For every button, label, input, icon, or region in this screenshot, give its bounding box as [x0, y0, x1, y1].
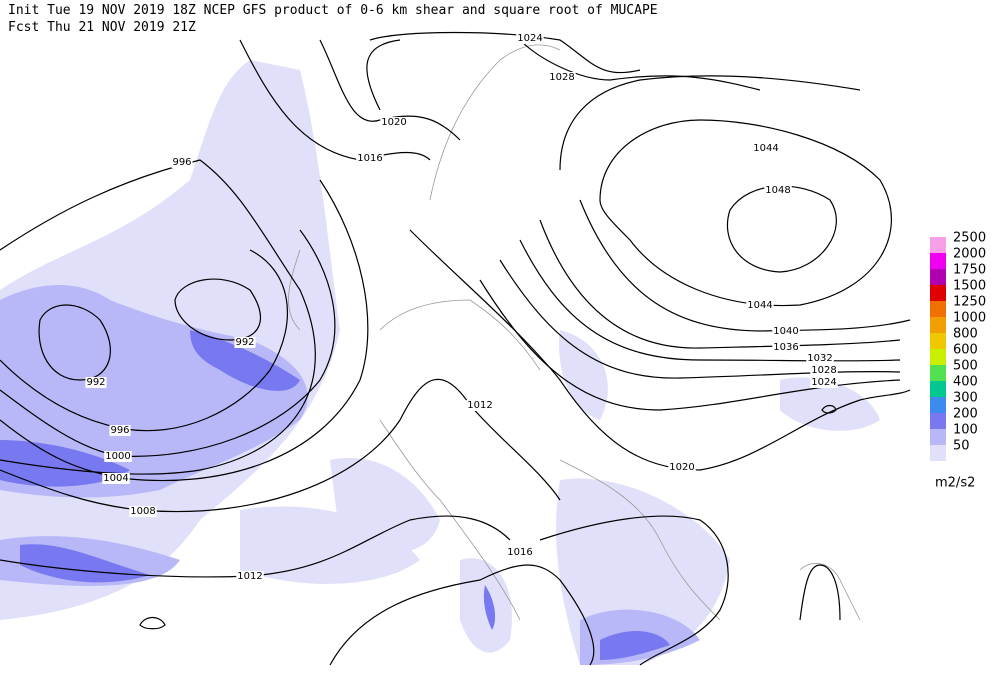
isobar-labels: 1024 1028 1020 1016 996 992 992 996 1000…: [85, 33, 838, 582]
isobar-label: 1024: [517, 33, 542, 44]
legend-label: 1250: [953, 295, 986, 310]
label-bg: [356, 153, 384, 164]
isobar-label: 1024: [811, 377, 836, 388]
shading: [0, 60, 880, 665]
legend-label: 1750: [953, 263, 986, 278]
isobar-label: 992: [86, 377, 105, 388]
label-bg: [772, 342, 800, 353]
legend-swatch: [930, 445, 946, 461]
legend-swatch: [930, 429, 946, 445]
isobar-label: 1044: [747, 300, 772, 311]
header-line: Fcst Thu 21 NOV 2019 21Z: [8, 20, 196, 35]
label-bg: [810, 365, 838, 376]
isobar-label: 1012: [237, 571, 262, 582]
label-bg: [85, 377, 107, 388]
legend-swatch: [930, 317, 946, 333]
label-bg: [171, 157, 193, 168]
isobar-label: 992: [235, 337, 254, 348]
isobar-label: 1016: [357, 153, 382, 164]
header-line: Init Tue 19 NOV 2019 18Z NCEP GFS produc…: [8, 3, 658, 18]
isobar-label: 1016: [507, 547, 532, 558]
label-bg: [772, 326, 800, 337]
label-bg: [806, 353, 834, 364]
legend-label: 500: [953, 359, 978, 374]
isobar-label: 1020: [381, 117, 406, 128]
legend-label: 2000: [953, 247, 986, 262]
legend-swatch: [930, 333, 946, 349]
isobar-label: 1028: [549, 72, 574, 83]
legend-swatch: [930, 253, 946, 269]
legend-label: 400: [953, 375, 978, 390]
isobar-label: 996: [110, 425, 129, 436]
legend-swatch: [930, 397, 946, 413]
legend-swatch: [930, 269, 946, 285]
legend-label: 50: [953, 439, 970, 454]
isobar-label: 1032: [807, 353, 832, 364]
legend: 2500200017501500125010008006005004003002…: [930, 231, 986, 461]
isobar-label: 1040: [773, 326, 798, 337]
legend-swatch: [930, 365, 946, 381]
label-bg: [506, 547, 534, 558]
isobar-label: 1000: [105, 451, 130, 462]
legend-label: 800: [953, 327, 978, 342]
legend-label: 300: [953, 391, 978, 406]
isobar-label: 1012: [467, 400, 492, 411]
isobar-label: 1008: [130, 506, 155, 517]
isobar-label: 1020: [669, 462, 694, 473]
legend-label: 2500: [953, 231, 986, 246]
label-bg: [380, 117, 408, 128]
legend-label: 100: [953, 423, 978, 438]
legend-label: 600: [953, 343, 978, 358]
isobar-label: 1036: [773, 342, 798, 353]
label-bg: [752, 143, 780, 154]
label-bg: [810, 377, 838, 388]
legend-swatch: [930, 413, 946, 429]
label-bg: [764, 185, 792, 196]
label-bg: [234, 337, 256, 348]
isobar-label: 1028: [811, 365, 836, 376]
label-bg: [466, 400, 494, 411]
label-bg: [746, 300, 774, 311]
isobar-label: 1004: [103, 473, 128, 484]
legend-label: 200: [953, 407, 978, 422]
legend-swatch: [930, 285, 946, 301]
legend-unit: m2/s2: [935, 476, 975, 491]
isobar-label: 1044: [753, 143, 778, 154]
legend-swatch: [930, 301, 946, 317]
label-bg: [236, 571, 264, 582]
label-bg: [104, 451, 132, 462]
legend-label: 1000: [953, 311, 986, 326]
label-bg: [109, 425, 131, 436]
label-bg: [668, 462, 696, 473]
label-bg: [102, 473, 130, 484]
legend-swatch: [930, 237, 946, 253]
legend-swatch: [930, 381, 946, 397]
isobar-label: 996: [172, 157, 191, 168]
label-bg: [548, 72, 576, 83]
coastlines: [288, 44, 861, 621]
legend-swatch: [930, 349, 946, 365]
label-bg: [129, 506, 157, 517]
isobar-label: 1048: [765, 185, 790, 196]
label-bg: [516, 33, 544, 44]
legend-label: 1500: [953, 279, 986, 294]
